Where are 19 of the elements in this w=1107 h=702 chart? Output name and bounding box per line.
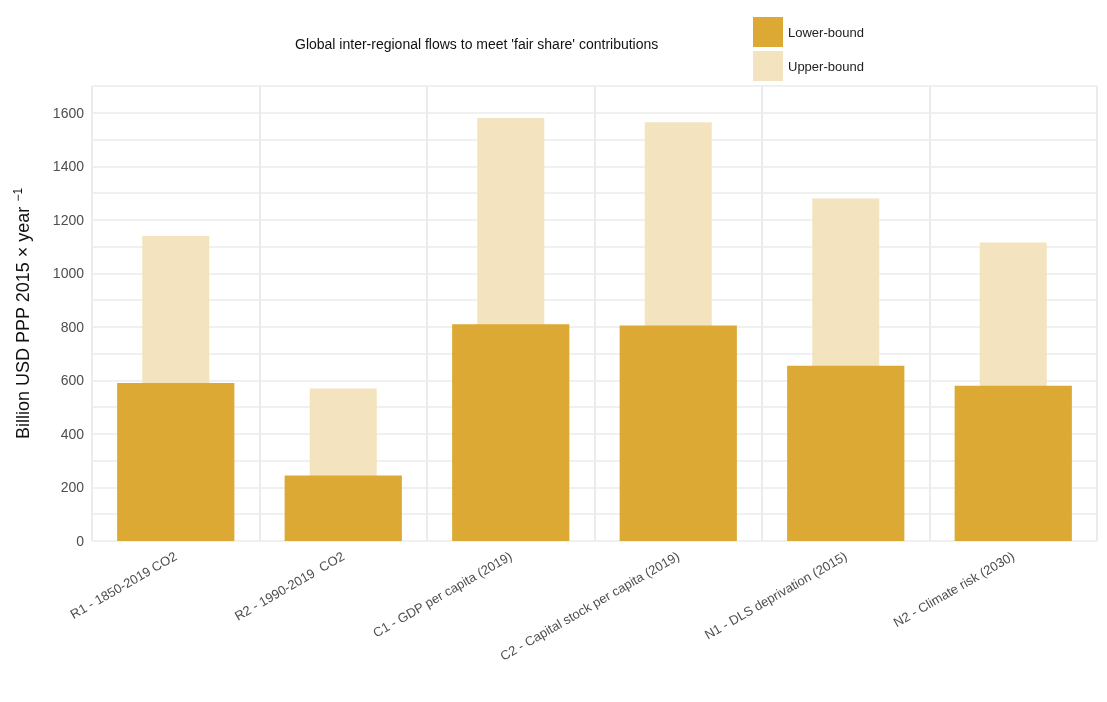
y-tick-label: 400	[60, 425, 85, 442]
y-tick-label: 1000	[52, 265, 85, 282]
y-tick-label: 1400	[52, 158, 85, 175]
bar	[117, 383, 235, 541]
y-axis-title: Billion USD PPP 2015 × year −1	[11, 187, 33, 439]
bar	[452, 324, 570, 541]
y-tick-label: 200	[60, 479, 85, 496]
legend-label: Upper-bound	[788, 58, 864, 74]
bar	[954, 385, 1072, 541]
y-tick-label: 800	[60, 318, 85, 335]
y-tick-label: 0	[76, 533, 85, 549]
legend-label: Lower-bound	[788, 24, 864, 40]
bar	[284, 475, 402, 541]
bar	[619, 325, 737, 541]
y-tick-label: 1600	[52, 104, 85, 121]
bar	[787, 365, 905, 541]
y-tick-label: 600	[60, 372, 85, 389]
y-tick-label: 1200	[52, 211, 85, 228]
chart-title: Global inter-regional flows to meet 'fair share' contributions	[295, 36, 659, 52]
